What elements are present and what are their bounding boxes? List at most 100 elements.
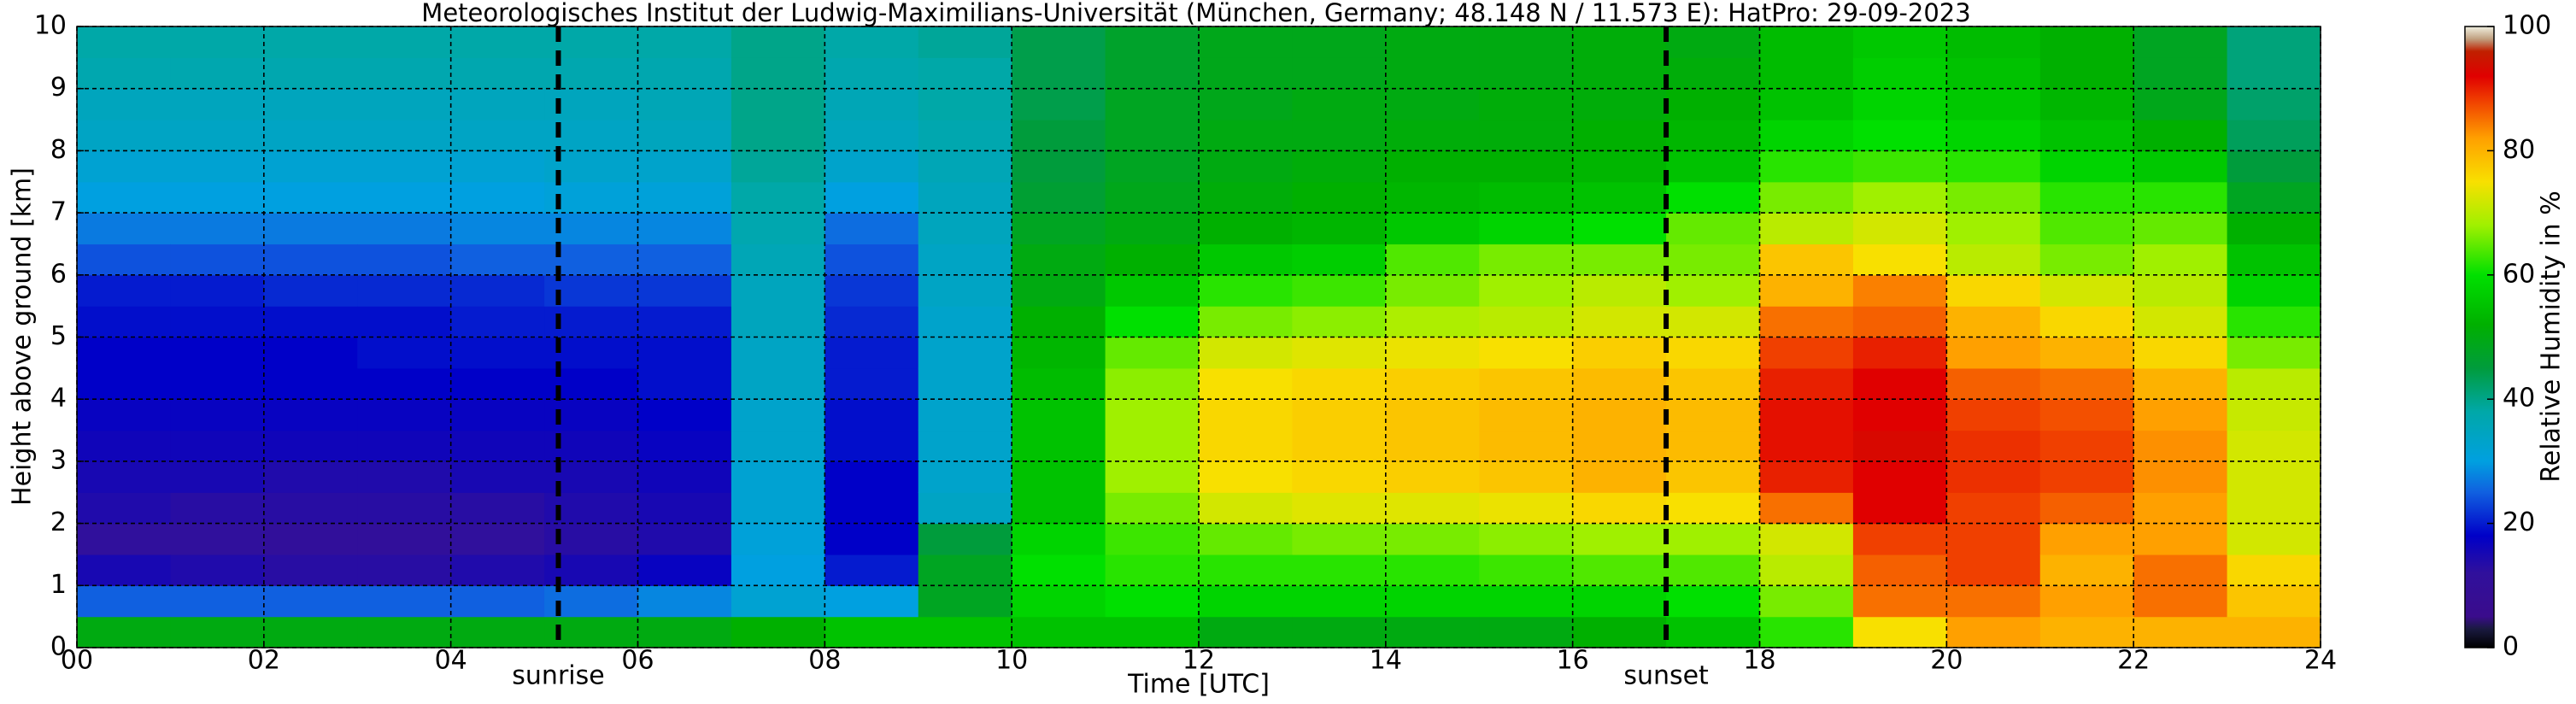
heatmap-cell [731, 461, 825, 493]
heatmap-cell [2227, 150, 2321, 183]
heatmap-cell [637, 616, 732, 648]
heatmap-cell [637, 26, 732, 58]
heatmap-cell [1852, 26, 1947, 58]
heatmap-cell [1572, 57, 1667, 90]
heatmap-cell [170, 492, 265, 525]
heatmap-cell [637, 461, 732, 493]
heatmap-cell [1946, 585, 2041, 618]
heatmap-cell [1012, 399, 1106, 431]
heatmap-cell [1946, 523, 2041, 555]
heatmap-cell [2133, 306, 2228, 338]
heatmap-cell [1666, 461, 1761, 493]
heatmap-cell [1479, 367, 1574, 400]
heatmap-cell [824, 554, 919, 586]
heatmap-cell [170, 337, 265, 369]
colorbar-tick-label: 100 [2503, 11, 2551, 41]
heatmap-cell [2039, 461, 2134, 493]
heatmap-cell [1479, 274, 1574, 307]
heatmap-cell [263, 492, 358, 525]
heatmap-cell [1199, 585, 1294, 618]
heatmap-cell [1199, 57, 1294, 90]
heatmap-cell [1852, 88, 1947, 120]
heatmap-cell [263, 461, 358, 493]
heatmap-cell [2039, 274, 2134, 307]
heatmap-cell [1946, 243, 2041, 276]
heatmap-cell [1572, 150, 1667, 183]
y-tick-label: 0 [50, 632, 67, 662]
heatmap-cell [170, 523, 265, 555]
heatmap-cell [1759, 430, 1854, 462]
heatmap-cell [2227, 57, 2321, 90]
heatmap-cell [1946, 306, 2041, 338]
heatmap-cell [450, 26, 545, 58]
heatmap-cell [824, 213, 919, 245]
heatmap-cell [1479, 213, 1574, 245]
heatmap-cell [1946, 150, 2041, 183]
heatmap-cell [731, 120, 825, 151]
heatmap-cell [1946, 616, 2041, 648]
heatmap-cell [637, 399, 732, 431]
heatmap-cell [1759, 367, 1854, 400]
heatmap-cell [77, 337, 172, 369]
heatmap-cell [1666, 274, 1761, 307]
heatmap-cell [918, 120, 1012, 151]
heatmap-cell [170, 213, 265, 245]
chart-title: Meteorologisches Institut der Ludwig-Max… [421, 0, 1970, 27]
heatmap-cell [77, 461, 172, 493]
heatmap-cell [731, 337, 825, 369]
colorbar-tick-label: 60 [2503, 259, 2535, 289]
heatmap-cell [1759, 213, 1854, 245]
heatmap-cell [1292, 523, 1387, 555]
heatmap-cell [824, 57, 919, 90]
heatmap-cell [1572, 26, 1667, 58]
heatmap-cell [637, 243, 732, 276]
heatmap-cell [263, 150, 358, 183]
heatmap-cell [170, 150, 265, 183]
heatmap-cell [1199, 461, 1294, 493]
heatmap-cell [1759, 181, 1854, 214]
heatmap-cell [1199, 181, 1294, 214]
heatmap-cell [1012, 120, 1106, 151]
heatmap-cell [1572, 585, 1667, 618]
heatmap-cell [1946, 367, 2041, 400]
heatmap-cell [77, 26, 172, 58]
heatmap-cell [1572, 306, 1667, 338]
heatmap-cell [77, 150, 172, 183]
heatmap-cell [1852, 337, 1947, 369]
heatmap-cell [263, 337, 358, 369]
heatmap-cell [1012, 554, 1106, 586]
heatmap-cell [1479, 306, 1574, 338]
heatmap-cell [2133, 120, 2228, 151]
heatmap-cell [637, 337, 732, 369]
heatmap-cell [1666, 367, 1761, 400]
heatmap-cell [263, 554, 358, 586]
heatmap-cell [1759, 492, 1854, 525]
heatmap-cell [918, 26, 1012, 58]
heatmap-cell [1479, 337, 1574, 369]
heatmap-cell [824, 26, 919, 58]
heatmap-cell [1292, 337, 1387, 369]
heatmap-cell [1105, 120, 1200, 151]
heatmap-cell [2039, 57, 2134, 90]
heatmap-cell [77, 57, 172, 90]
heatmap-cell [1572, 367, 1667, 400]
heatmap-cell [357, 492, 452, 525]
heatmap-cell [1199, 523, 1294, 555]
colorbar-tick-label: 20 [2503, 507, 2535, 537]
heatmap-cell [1385, 585, 1480, 618]
heatmap-cell [731, 492, 825, 525]
heatmap-cell [1292, 26, 1387, 58]
heatmap-cell [1759, 274, 1854, 307]
heatmap-cell [824, 367, 919, 400]
heatmap-cell [824, 120, 919, 151]
heatmap-cell [450, 150, 545, 183]
heatmap-cell [1852, 274, 1947, 307]
y-axis-label: Height above ground [km] [8, 167, 38, 506]
heatmap-cell [1852, 430, 1947, 462]
heatmap-cell [1105, 274, 1200, 307]
heatmap-cell [2133, 554, 2228, 586]
heatmap-cell [2227, 554, 2321, 586]
heatmap-cell [1105, 492, 1200, 525]
heatmap-cell [357, 585, 452, 618]
heatmap-cell [1012, 461, 1106, 493]
